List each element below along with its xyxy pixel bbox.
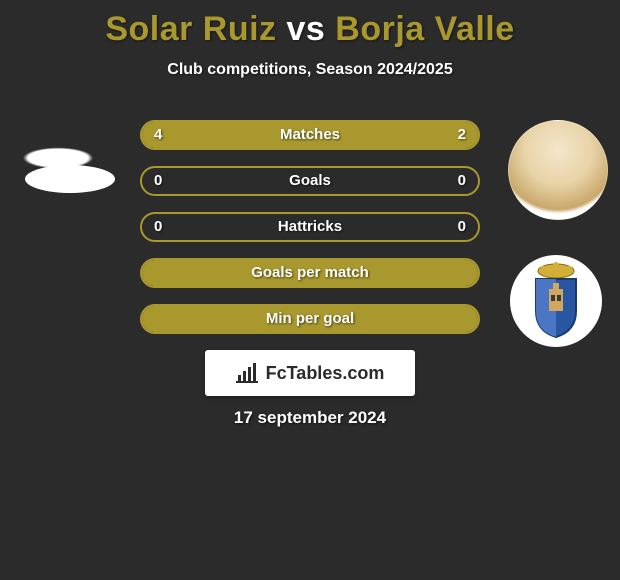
stat-row-goals-per-match: Goals per match [140,258,480,288]
subtitle: Club competitions, Season 2024/2025 [0,61,620,79]
stat-label: Matches [142,122,478,148]
stat-rows: 4 Matches 2 0 Goals 0 0 Hattricks 0 Goal… [140,120,480,350]
player2-club-badge [510,255,602,347]
player1-avatar [8,108,108,208]
bar-chart-icon [236,363,260,383]
stat-label: Goals per match [142,260,478,286]
stat-value-right: 0 [458,168,466,194]
player2-name: Borja Valle [335,10,514,48]
player1-name: Solar Ruiz [105,10,276,48]
player2-avatar [508,120,608,220]
stat-row-min-per-goal: Min per goal [140,304,480,334]
comparison-title: Solar Ruiz vs Borja Valle [0,0,620,49]
date-text: 17 september 2024 [0,408,620,428]
stat-label: Goals [142,168,478,194]
stat-value-right: 0 [458,214,466,240]
brand-text: FcTables.com [266,363,385,384]
shield-icon [521,261,591,341]
brand-watermark: FcTables.com [205,350,415,396]
stat-label: Min per goal [142,306,478,332]
player1-club-badge [25,165,115,193]
stat-label: Hattricks [142,214,478,240]
stat-value-right: 2 [458,122,466,148]
title-vs: vs [287,10,326,48]
stat-row-goals: 0 Goals 0 [140,166,480,196]
stat-row-hattricks: 0 Hattricks 0 [140,212,480,242]
stat-row-matches: 4 Matches 2 [140,120,480,150]
